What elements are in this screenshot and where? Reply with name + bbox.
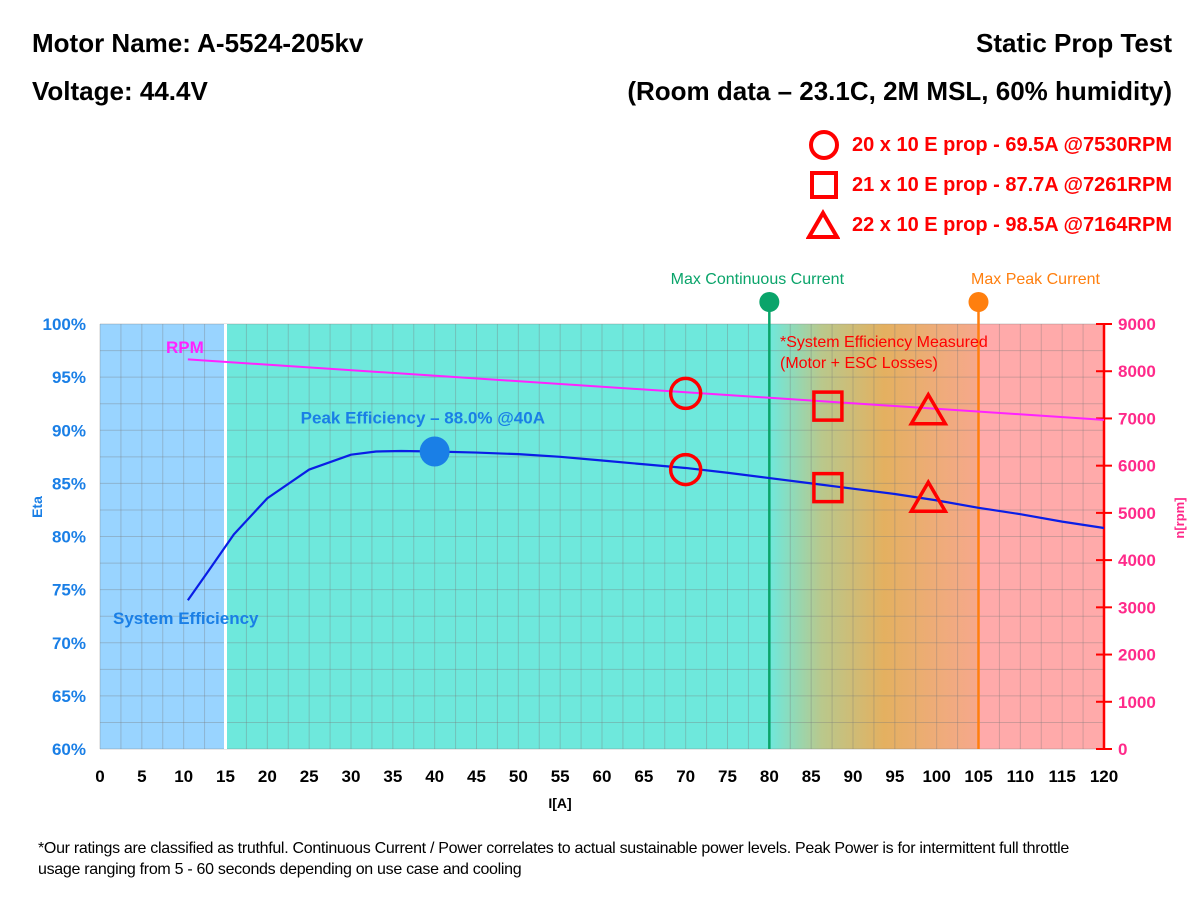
measurement-note-detail: (Motor + ESC Losses): [780, 355, 938, 372]
legend-item-22x10: 22 x 10 E prop - 98.5A @7164RPM: [805, 208, 1172, 242]
y2-axis-title: n[rpm]: [1172, 497, 1187, 538]
y2-tick-label: 4000: [1118, 551, 1156, 570]
prop-circle-marker-eta: [668, 452, 703, 487]
efficiency-series-label: System Efficiency: [113, 609, 259, 628]
x-tick-label: 70: [676, 767, 695, 786]
x-axis-title: I[A]: [548, 795, 571, 811]
max-continuous-dot: [759, 292, 780, 312]
x-tick-label: 20: [258, 767, 277, 786]
max-continuous-label: Max Continuous Current: [671, 271, 845, 288]
y2-tick-label: 9000: [1118, 315, 1156, 334]
x-tick-label: 30: [342, 767, 361, 786]
legend-label: 21 x 10 E prop - 87.7A @7261RPM: [851, 173, 1172, 196]
x-tick-label: 75: [718, 767, 737, 786]
zone-over-limit: [978, 324, 1104, 749]
footnote: *Our ratings are classified as truthful.…: [38, 840, 1070, 878]
y2-tick-label: 1000: [1118, 693, 1156, 712]
prop-triangle-marker-eta: [908, 478, 949, 513]
y-tick-label: 100%: [43, 315, 86, 334]
peak-efficiency-label: Peak Efficiency – 88.0% @40A: [301, 409, 545, 428]
x-tick-label: 25: [300, 767, 319, 786]
y-tick-label: 60%: [52, 740, 86, 759]
x-tick-label: 60: [593, 767, 612, 786]
y-tick-label: 80%: [52, 528, 86, 547]
x-tick-label: 120: [1090, 767, 1118, 786]
test-title: Static Prop Test: [975, 28, 1172, 58]
y-tick-label: 85%: [52, 474, 86, 493]
y-tick-label: 70%: [52, 634, 86, 653]
x-tick-label: 35: [383, 767, 402, 786]
zone-continuous: [225, 324, 770, 749]
x-tick-label: 55: [551, 767, 570, 786]
x-tick-label: 80: [760, 767, 779, 786]
legend-item-20x10: 20 x 10 E prop - 69.5A @7530RPM: [808, 128, 1172, 162]
y2-tick-label: 0: [1118, 740, 1127, 759]
y-tick-label: 95%: [52, 368, 86, 387]
max-peak-dot: [968, 292, 989, 312]
x-tick-label: 0: [95, 767, 104, 786]
y2-tick-label: 6000: [1118, 457, 1156, 476]
prop-square-marker-rpm: [812, 390, 844, 422]
y2-tick-label: 8000: [1118, 362, 1156, 381]
y-tick-label: 75%: [52, 581, 86, 600]
y2-tick-label: 7000: [1118, 409, 1156, 428]
x-tick-label: 105: [964, 767, 992, 786]
prop-circle-marker-rpm: [668, 376, 703, 411]
rpm-series-label: RPM: [166, 338, 204, 357]
y-axis-title: Eta: [29, 496, 45, 518]
x-tick-label: 100: [922, 767, 950, 786]
prop-triangle-marker-rpm: [908, 391, 949, 426]
y2-tick-label: 3000: [1118, 598, 1156, 617]
x-tick-label: 15: [216, 767, 235, 786]
legend-item-21x10: 21 x 10 E prop - 87.7A @7261RPM: [808, 168, 1172, 202]
peak-efficiency-marker: [419, 436, 450, 467]
x-tick-label: 45: [467, 767, 486, 786]
measurement-note: *System Efficiency Measured: [780, 334, 988, 351]
x-tick-label: 40: [425, 767, 444, 786]
x-tick-label: 10: [174, 767, 193, 786]
prop-square-marker-eta: [812, 471, 844, 504]
y2-tick-label: 5000: [1118, 504, 1156, 523]
zone-low-current: [100, 324, 226, 749]
x-tick-label: 95: [885, 767, 904, 786]
y-tick-label: 90%: [52, 421, 86, 440]
x-tick-label: 65: [634, 767, 653, 786]
x-tick-label: 85: [802, 767, 821, 786]
x-tick-label: 5: [137, 767, 146, 786]
y-tick-label: 65%: [52, 687, 86, 706]
voltage: Voltage: 44.4V: [32, 76, 208, 106]
room-data: (Room data – 23.1C, 2M MSL, 60% humidity…: [627, 76, 1172, 106]
legend-label: 20 x 10 E prop - 69.5A @7530RPM: [851, 133, 1172, 156]
legend-label: 22 x 10 E prop - 98.5A @7164RPM: [851, 213, 1172, 236]
x-tick-label: 50: [509, 767, 528, 786]
zone-peak: [769, 324, 979, 749]
y2-tick-label: 2000: [1118, 646, 1156, 665]
square-marker-icon: [809, 171, 838, 199]
rpm-series-line: [187, 358, 1105, 421]
max-peak-label: Max Peak Current: [971, 271, 1100, 288]
x-tick-label: 90: [844, 767, 863, 786]
circle-marker-icon: [808, 130, 839, 160]
efficiency-series-line: [186, 449, 1105, 601]
x-tick-label: 110: [1007, 767, 1034, 786]
triangle-marker-icon: [805, 209, 840, 239]
motor-name: Motor Name: A-5524-205kv: [32, 28, 364, 58]
x-tick-label: 115: [1048, 767, 1075, 786]
